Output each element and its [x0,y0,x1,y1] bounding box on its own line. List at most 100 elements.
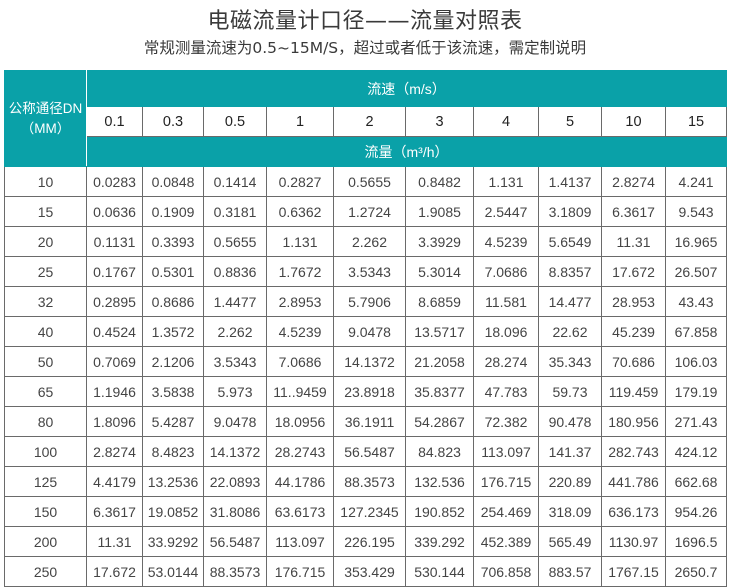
flow-cell: 0.3181 [203,196,267,227]
flow-cell: 3.3929 [405,226,474,257]
flow-cell: 220.89 [538,466,602,497]
flow-cell: 11.31 [86,526,143,557]
dn-cell: 100 [4,436,87,467]
flow-cell: 8.4823 [142,436,204,467]
flow-cell: 0.7069 [86,346,143,377]
flow-cell: 67.858 [664,316,728,347]
flow-cell: 0.2827 [266,166,334,197]
flow-cell: 9.543 [664,196,728,227]
flow-cell: 13.5717 [405,316,474,347]
speed-header: 流速（m/s） [85,70,728,107]
table-row: 50 0.7069 2.1206 3.5343 7.0686 14.1372 21.2058… [4,346,728,377]
flow-cell: 56.5487 [333,436,406,467]
flow-cell: 113.097 [473,436,539,467]
table-row: 200 11.31 33.9292 56.5487 113.097 226.195 339.… [4,526,728,557]
speed-value: 10 [601,106,666,137]
table-row: 20 0.1131 0.3393 0.5655 1.131 2.262 3.3929 4.52… [4,226,728,257]
flow-cell: 33.9292 [142,526,204,557]
flow-cell: 1.131 [266,226,334,257]
flow-cell: 2.5447 [473,196,539,227]
flow-cell: 14.1372 [203,436,267,467]
flow-cell: 54.2867 [405,406,474,437]
flow-cell: 1.131 [473,166,539,197]
flow-cell: 1.7672 [266,256,334,287]
flow-cell: 5.7906 [333,286,406,317]
flow-cell: 84.823 [405,436,474,467]
flow-cell: 5.3014 [405,256,474,287]
flow-cell: 180.956 [601,406,666,437]
flow-cell: 0.5301 [142,256,204,287]
flow-cell: 0.1414 [203,166,267,197]
flow-cell: 31.8086 [203,496,267,527]
flow-cell: 9.0478 [203,406,267,437]
dn-header-line2: （MM） [20,120,71,136]
flow-cell: 0.5655 [333,166,406,197]
dn-cell: 32 [4,286,87,317]
flow-cell: 0.1909 [142,196,204,227]
flow-cell: 441.786 [601,466,666,497]
flow-cell: 318.09 [538,496,602,527]
flow-cell: 271.43 [664,406,728,437]
flow-cell: 254.469 [473,496,539,527]
flow-header: 流量（m³/h） [85,136,728,167]
flow-cell: 1.9085 [405,196,474,227]
flow-cell: 226.195 [333,526,406,557]
flow-cell: 9.0478 [333,316,406,347]
flow-cell: 36.1911 [333,406,406,437]
flow-cell: 2.8953 [266,286,334,317]
dn-cell: 200 [4,526,87,557]
flow-cell: 1767.15 [601,556,666,587]
flow-cell: 424.12 [664,436,728,467]
flow-cell: 22.0893 [203,466,267,497]
flow-cell: 47.783 [473,376,539,407]
flow-cell: 8.8357 [538,256,602,287]
flow-cell: 3.1809 [538,196,602,227]
flow-cell: 0.1767 [86,256,143,287]
flow-cell: 0.4524 [86,316,143,347]
flow-cell: 106.03 [664,346,728,377]
flow-cell: 0.2895 [86,286,143,317]
flow-cell: 35.343 [538,346,602,377]
table-row: 65 1.1946 3.5838 5.973 11..9459 23.8918 35.837… [4,376,728,407]
flow-cell: 28.953 [601,286,666,317]
flow-cell: 11..9459 [266,376,334,407]
table-row: 250 17.672 53.0144 88.3573 176.715 353.429 530… [4,556,728,587]
flow-cell: 72.382 [473,406,539,437]
flow-cell: 88.3573 [333,466,406,497]
flow-cell: 2.1206 [142,346,204,377]
flow-cell: 176.715 [473,466,539,497]
flow-cell: 339.292 [405,526,474,557]
flow-cell: 17.672 [601,256,666,287]
flow-cell: 2.8274 [601,166,666,197]
flow-cell: 176.715 [266,556,334,587]
flow-cell: 5.6549 [538,226,602,257]
flow-cell: 132.536 [405,466,474,497]
flow-cell: 662.68 [664,466,728,497]
table-row: 80 1.8096 5.4287 9.0478 18.0956 36.1911 54.286… [4,406,728,437]
flow-cell: 1.3572 [142,316,204,347]
flow-cell: 0.6362 [266,196,334,227]
flow-cell: 0.8836 [203,256,267,287]
flow-cell: 6.3617 [86,496,143,527]
dn-cell: 50 [4,346,87,377]
flow-cell: 113.097 [266,526,334,557]
flow-cell: 1696.5 [664,526,728,557]
flow-cell: 3.5343 [333,256,406,287]
table-row: 10 0.0283 0.0848 0.1414 0.2827 0.5655 0.8482 1.… [4,166,728,197]
flow-cell: 18.0956 [266,406,334,437]
flow-cell: 119.459 [601,376,666,407]
flow-cell: 14.477 [538,286,602,317]
flow-cell: 11.31 [601,226,666,257]
flow-cell: 452.389 [473,526,539,557]
flow-cell: 22.62 [538,316,602,347]
flow-cell: 63.6173 [266,496,334,527]
flow-cell: 6.3617 [601,196,666,227]
flow-cell: 17.672 [86,556,143,587]
flow-cell: 14.1372 [333,346,406,377]
flow-cell: 56.5487 [203,526,267,557]
flow-cell: 70.686 [601,346,666,377]
flow-cell: 0.3393 [142,226,204,257]
speed-value: 0.5 [203,106,267,137]
flow-cell: 3.5838 [142,376,204,407]
flow-cell: 53.0144 [142,556,204,587]
